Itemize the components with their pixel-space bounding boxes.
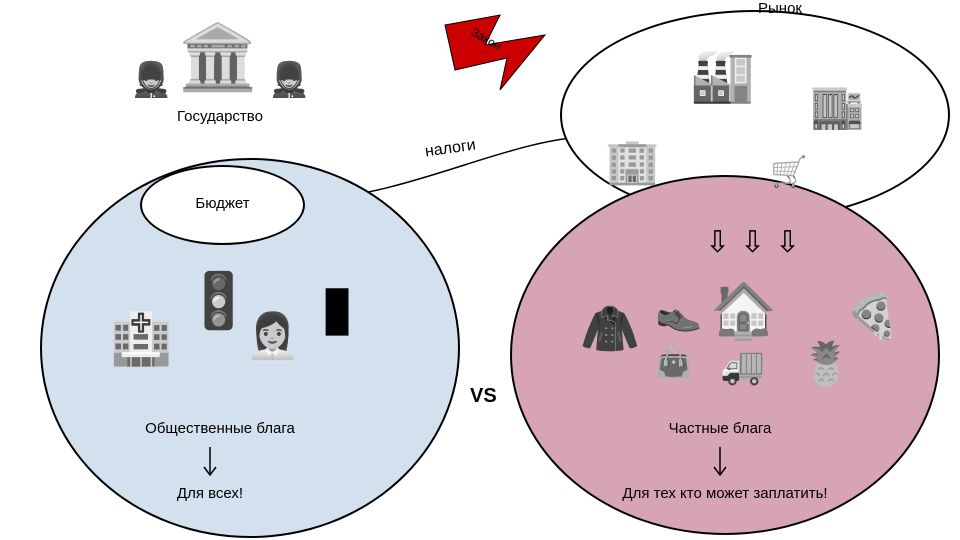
guard-left-icon: 💂 bbox=[130, 60, 172, 100]
house-icon: 🏠 bbox=[710, 280, 777, 343]
public-arrow-icon bbox=[200, 445, 220, 480]
traffic-light-icon: 🚦 bbox=[185, 270, 252, 333]
coat-icon: 🧥 bbox=[580, 300, 640, 357]
forklift-icon: 🛒 bbox=[770, 155, 807, 190]
budget-label: Бюджет bbox=[165, 195, 280, 212]
public-goods-label: Общественные блага bbox=[110, 420, 330, 437]
guard-right-icon: 💂 bbox=[268, 60, 310, 100]
building-icon: 🏢 bbox=[605, 135, 660, 187]
down-arrow-2-icon: ⇩ bbox=[740, 225, 765, 260]
pineapple-icon: 🍍 bbox=[800, 340, 852, 389]
for-all-label: Для всех! bbox=[140, 485, 280, 502]
private-goods-label: Частные блага bbox=[620, 420, 820, 437]
road-icon: ▮ bbox=[320, 270, 354, 343]
vs-label: VS bbox=[470, 385, 497, 408]
shoes-icon: 👞 bbox=[655, 290, 702, 334]
truck-icon: 🚚 bbox=[720, 345, 765, 387]
private-arrow-icon bbox=[710, 445, 730, 480]
bag-icon: 👜 bbox=[655, 345, 692, 380]
government-icon: 🏛️ bbox=[178, 20, 258, 95]
lightning-icon bbox=[435, 10, 565, 100]
state-label: Государство bbox=[155, 108, 285, 125]
for-payers-label: Для тех кто может заплатить! bbox=[580, 485, 870, 502]
hospital-icon: 🏥 bbox=[110, 310, 172, 369]
down-arrow-3-icon: ⇩ bbox=[775, 225, 800, 260]
store-icon: 🏬 bbox=[810, 80, 865, 132]
factory-icon: 🏭 bbox=[690, 45, 755, 106]
support-icon: 👩‍💼 bbox=[245, 310, 300, 362]
market-label: Рынок bbox=[740, 0, 820, 17]
pizza-icon: 🍕 bbox=[845, 290, 900, 342]
down-arrow-1-icon: ⇩ bbox=[705, 225, 730, 260]
